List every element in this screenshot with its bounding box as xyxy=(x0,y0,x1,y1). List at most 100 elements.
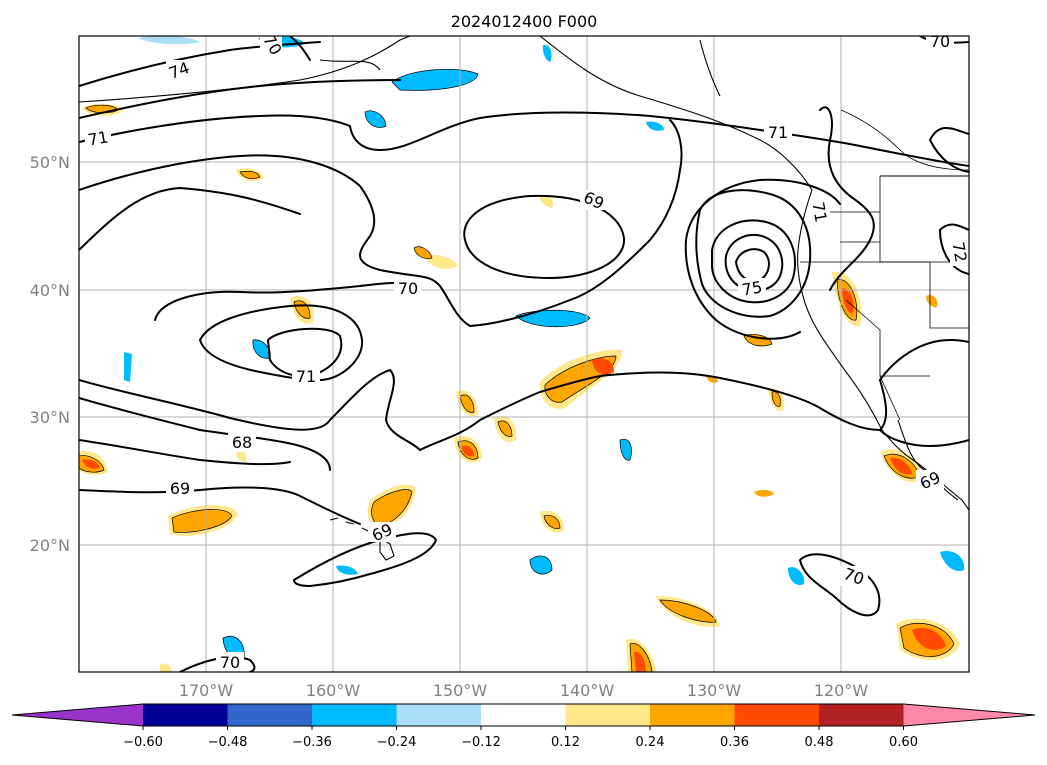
contour-line xyxy=(289,36,311,61)
positive-anomaly-patch xyxy=(540,194,554,208)
contour-line xyxy=(267,327,343,378)
lon-label: 120°W xyxy=(814,681,869,700)
map-panel xyxy=(79,36,969,672)
positive-anomaly-patch xyxy=(424,254,458,269)
colorbar-segment xyxy=(481,704,566,726)
contour-line xyxy=(79,187,301,251)
contour-line xyxy=(463,194,626,279)
positive-anomaly-patch xyxy=(371,489,413,527)
positive-anomaly-patch xyxy=(236,449,247,462)
contour-line xyxy=(711,219,796,304)
negative-anomaly-patch xyxy=(364,110,387,128)
contour-label: 71 xyxy=(768,123,788,142)
colorbar-tick-label: 0.60 xyxy=(889,735,918,750)
contour-line xyxy=(735,248,770,282)
negative-anomaly-patch xyxy=(336,565,358,575)
contour-label: 70 xyxy=(398,279,418,298)
map-frame xyxy=(78,35,970,673)
positive-anomaly-patch xyxy=(459,394,475,413)
negative-anomaly-patch xyxy=(391,68,479,91)
positive-anomaly-patch xyxy=(659,599,717,623)
lat-label: 50°N xyxy=(30,153,70,172)
positive-anomaly-patch xyxy=(160,663,172,672)
contour-line xyxy=(199,304,364,381)
negative-anomaly-patch xyxy=(940,550,965,572)
positive-anomaly-patch xyxy=(926,295,938,308)
colorbar-tick-label: −0.12 xyxy=(461,735,501,750)
lon-label: 150°W xyxy=(433,681,488,700)
positive-anomaly-patch xyxy=(634,651,646,672)
contour-line xyxy=(179,656,256,672)
negative-anomaly-patch xyxy=(138,36,200,45)
positive-anomaly-patch xyxy=(171,509,233,533)
height-contours xyxy=(79,36,969,672)
positive-anomaly-patch xyxy=(497,420,513,437)
contour-label: 69 xyxy=(170,479,190,498)
coastlines xyxy=(79,36,969,561)
positive-anomaly-patch xyxy=(462,445,474,457)
contour-line xyxy=(819,106,875,291)
contour-line xyxy=(79,79,401,119)
colorbar-extend-max xyxy=(903,704,1035,726)
positive-anomaly-patch xyxy=(912,627,946,650)
colorbar: −0.60 −0.48 −0.36 −0.24 −0.12 0.12 0.24 0.36 0.4… xyxy=(11,703,1036,750)
positive-anomaly-patch xyxy=(413,246,433,259)
lat-label: 40°N xyxy=(30,281,70,300)
colorbar-segment xyxy=(734,704,820,726)
contour-line xyxy=(684,178,841,340)
positive-anomaly-patch xyxy=(543,515,561,529)
lon-label: 130°W xyxy=(687,681,742,700)
contour-line xyxy=(929,127,969,173)
colorbar-tick-label: 0.12 xyxy=(551,735,580,750)
contour-label: 72 xyxy=(948,240,970,263)
colorbar-segment xyxy=(227,704,313,726)
contour-line xyxy=(799,553,881,617)
contour-line xyxy=(939,223,969,275)
lat-label: 20°N xyxy=(30,536,70,555)
lon-label: 170°W xyxy=(179,681,234,700)
contour-line xyxy=(79,486,361,525)
negative-anomaly-patch xyxy=(542,44,552,62)
contour-label: 70 xyxy=(930,32,950,51)
positive-anomaly-patch xyxy=(754,489,774,497)
contour-label: 71 xyxy=(296,367,316,386)
colorbar-segment xyxy=(312,704,397,726)
latitude-labels: 50°N 40°N 30°N 20°N xyxy=(30,153,70,555)
colorbar-tick-label: −0.48 xyxy=(208,735,248,750)
lon-label: 160°W xyxy=(306,681,361,700)
map-title: 2024012400 F000 xyxy=(451,12,598,31)
colorbar-tick-label: 0.48 xyxy=(805,735,834,750)
map-content: 74 71 71 70 69 71 68 69 69 75 71 72 70 xyxy=(79,32,970,672)
positive-anomaly-patch xyxy=(82,459,100,469)
contour-line xyxy=(79,41,321,87)
positive-anomaly-patch xyxy=(592,358,614,375)
colorbar-segment xyxy=(143,704,228,726)
colorbar-tick-label: 0.24 xyxy=(636,735,665,750)
positive-anomaly-patch xyxy=(239,170,261,179)
negative-anomaly-patch xyxy=(529,555,553,575)
colorbar-segment xyxy=(565,704,651,726)
longitude-labels: 170°W 160°W 150°W 140°W 130°W 120°W xyxy=(179,681,869,700)
colorbar-segment xyxy=(819,704,904,726)
positive-anomaly-patch xyxy=(771,391,781,407)
contour-label: 70 xyxy=(220,653,240,672)
contour-line xyxy=(154,281,421,321)
contour-line xyxy=(79,439,291,466)
colorbar-segment xyxy=(396,704,482,726)
colorbar-tick-label: −0.36 xyxy=(292,735,332,750)
negative-anomaly-patch xyxy=(124,352,132,382)
positive-anomaly-patch xyxy=(890,457,912,475)
anomaly-shading xyxy=(79,36,965,672)
contour-line xyxy=(293,532,437,587)
lat-label: 30°N xyxy=(30,408,70,427)
negative-anomaly-patch xyxy=(646,121,664,131)
contour-line xyxy=(879,339,969,447)
contour-label: 71 xyxy=(86,127,109,149)
contour-labels: 74 71 71 70 69 71 68 69 69 75 71 72 70 xyxy=(85,32,970,672)
contour-line xyxy=(695,189,812,318)
colorbar-tick-label: 0.36 xyxy=(720,735,749,750)
lon-label: 140°W xyxy=(560,681,615,700)
contour-line xyxy=(79,119,683,327)
negative-anomaly-patch xyxy=(788,567,805,586)
